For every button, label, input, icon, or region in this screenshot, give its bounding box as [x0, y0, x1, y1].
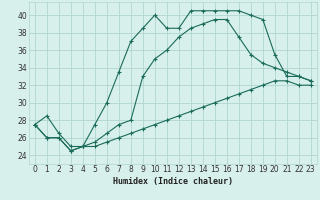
X-axis label: Humidex (Indice chaleur): Humidex (Indice chaleur) — [113, 177, 233, 186]
